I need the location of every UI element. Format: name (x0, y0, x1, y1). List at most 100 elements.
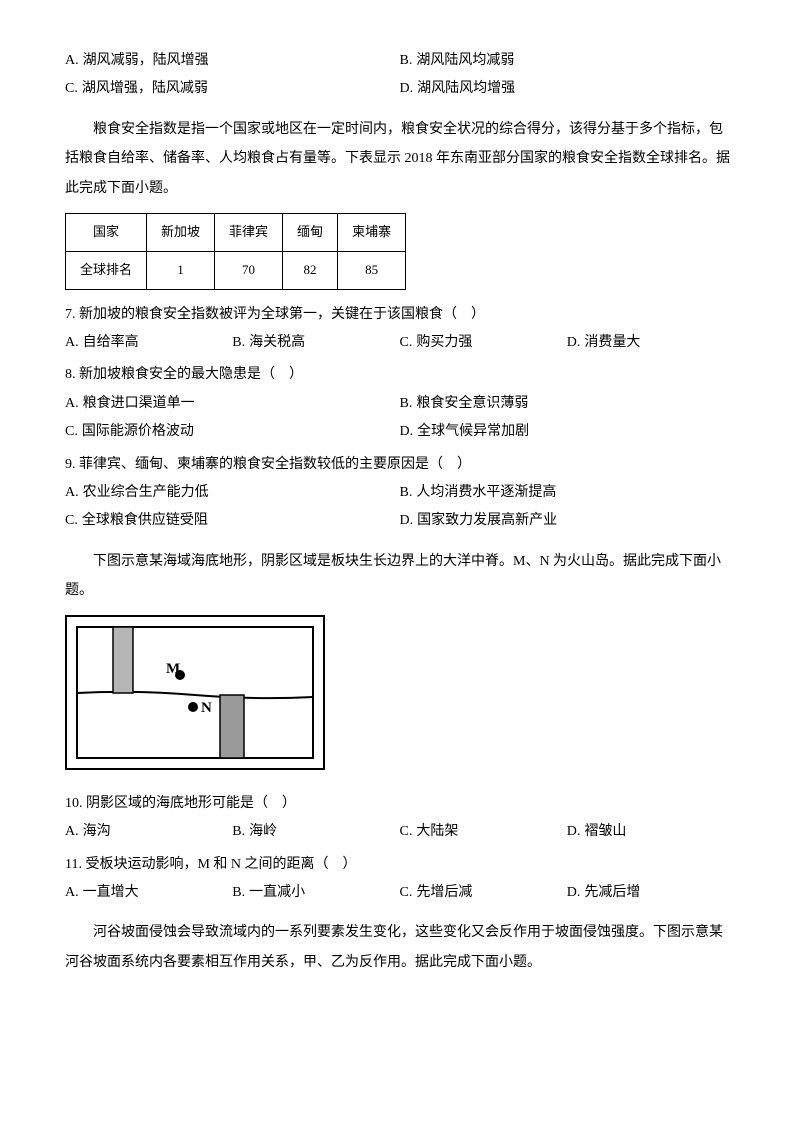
seafloor-diagram: M N (65, 615, 734, 778)
option-label: D. (567, 821, 581, 843)
option-label: A. (65, 332, 79, 354)
option-b: B.海关税高 (232, 332, 399, 354)
table-row: 国家 新加坡 菲律宾 缅甸 柬埔寨 (66, 213, 406, 251)
table-cell: 85 (338, 251, 406, 289)
table-header: 菲律宾 (215, 213, 283, 251)
option-row: A.粮食进口渠道单一 B.粮食安全意识薄弱 (65, 393, 734, 415)
option-label: A. (65, 882, 79, 904)
option-text: 农业综合生产能力低 (83, 482, 209, 504)
option-text: 消费量大 (584, 332, 640, 354)
option-text: 全球气候异常加剧 (417, 421, 529, 443)
option-b: B. 湖风陆风均减弱 (400, 50, 735, 72)
option-c: C.国际能源价格波动 (65, 421, 400, 443)
option-b: B.海岭 (232, 821, 399, 843)
table-cell: 82 (283, 251, 338, 289)
table-header: 柬埔寨 (338, 213, 406, 251)
diagram-svg: M N (65, 615, 325, 770)
option-label: B. (232, 332, 245, 354)
option-row: A. 湖风减弱，陆风增强 B. 湖风陆风均减弱 (65, 50, 734, 72)
question-9: 9. 菲律宾、缅甸、柬埔寨的粮食安全指数较低的主要原因是（ ） A.农业综合生产… (65, 454, 734, 533)
label-n: N (201, 700, 212, 716)
table-cell: 1 (147, 251, 215, 289)
table-header: 新加坡 (147, 213, 215, 251)
option-label: B. (232, 821, 245, 843)
option-row: C.全球粮食供应链受阻 D.国家致力发展高新产业 (65, 510, 734, 532)
option-a: A.农业综合生产能力低 (65, 482, 400, 504)
question-text: 8. 新加坡粮食安全的最大隐患是（ ） (65, 364, 734, 386)
option-text: 先减后增 (584, 882, 640, 904)
option-text: 全球粮食供应链受阻 (82, 510, 208, 532)
option-text: 一直增大 (83, 882, 139, 904)
option-label: C. (65, 78, 78, 100)
option-c: C.大陆架 (400, 821, 567, 843)
option-b: B.一直减小 (232, 882, 399, 904)
option-row: A.农业综合生产能力低 B.人均消费水平逐渐提高 (65, 482, 734, 504)
option-b: B.人均消费水平逐渐提高 (400, 482, 735, 504)
option-row: A.海沟 B.海岭 C.大陆架 D.褶皱山 (65, 821, 734, 843)
option-text: 粮食安全意识薄弱 (416, 393, 528, 415)
option-label: A. (65, 482, 79, 504)
option-label: B. (400, 482, 413, 504)
option-text: 国家致力发展高新产业 (417, 510, 557, 532)
passage-seafloor: 下图示意某海域海底地形，阴影区域是板块生长边界上的大洋中脊。M、N 为火山岛。据… (65, 547, 734, 606)
option-c: C.购买力强 (400, 332, 567, 354)
option-row: C. 湖风增强，陆风减弱 D. 湖风陆风均增强 (65, 78, 734, 100)
option-label: B. (400, 393, 413, 415)
option-d: D.褶皱山 (567, 821, 734, 843)
option-label: A. (65, 50, 79, 72)
table-cell: 全球排名 (66, 251, 147, 289)
question-text: 7. 新加坡的粮食安全指数被评为全球第一，关键在于该国粮食（ ） (65, 304, 734, 326)
option-text: 湖风陆风均增强 (417, 78, 515, 100)
option-row: C.国际能源价格波动 D.全球气候异常加剧 (65, 421, 734, 443)
option-d: D. 湖风陆风均增强 (400, 78, 735, 100)
option-row: A.自给率高 B.海关税高 C.购买力强 D.消费量大 (65, 332, 734, 354)
option-text: 大陆架 (416, 821, 458, 843)
question-text: 10. 阴影区域的海底地形可能是（ ） (65, 793, 734, 815)
option-d: D.全球气候异常加剧 (400, 421, 735, 443)
option-text: 褶皱山 (584, 821, 626, 843)
table-cell: 70 (215, 251, 283, 289)
option-text: 购买力强 (416, 332, 472, 354)
option-label: D. (400, 421, 414, 443)
option-c: C.全球粮食供应链受阻 (65, 510, 400, 532)
option-label: C. (65, 421, 78, 443)
table-row: 全球排名 1 70 82 85 (66, 251, 406, 289)
option-text: 人均消费水平逐渐提高 (416, 482, 556, 504)
option-d: D.先减后增 (567, 882, 734, 904)
option-a: A.海沟 (65, 821, 232, 843)
prev-question-options: A. 湖风减弱，陆风增强 B. 湖风陆风均减弱 C. 湖风增强，陆风减弱 D. … (65, 50, 734, 101)
option-row: A.一直增大 B.一直减小 C.先增后减 D.先减后增 (65, 882, 734, 904)
table-header: 缅甸 (283, 213, 338, 251)
label-m: M (166, 661, 180, 677)
option-c: C.先增后减 (400, 882, 567, 904)
passage-valley: 河谷坡面侵蚀会导致流域内的一系列要素发生变化，这些变化又会反作用于坡面侵蚀强度。… (65, 918, 734, 977)
option-text: 粮食进口渠道单一 (83, 393, 195, 415)
option-text: 自给率高 (83, 332, 139, 354)
question-text: 11. 受板块运动影响，M 和 N 之间的距离（ ） (65, 854, 734, 876)
option-a: A.一直增大 (65, 882, 232, 904)
option-text: 国际能源价格波动 (82, 421, 194, 443)
option-text: 湖风减弱，陆风增强 (83, 50, 209, 72)
option-d: D.国家致力发展高新产业 (400, 510, 735, 532)
option-text: 一直减小 (249, 882, 305, 904)
option-label: C. (400, 882, 413, 904)
option-label: D. (400, 510, 414, 532)
option-text: 海岭 (249, 821, 277, 843)
option-text: 湖风陆风均减弱 (416, 50, 514, 72)
option-label: C. (400, 332, 413, 354)
option-b: B.粮食安全意识薄弱 (400, 393, 735, 415)
option-text: 海沟 (83, 821, 111, 843)
option-a: A.粮食进口渠道单一 (65, 393, 400, 415)
option-text: 先增后减 (416, 882, 472, 904)
option-label: C. (65, 510, 78, 532)
option-text: 海关税高 (249, 332, 305, 354)
option-label: D. (567, 882, 581, 904)
option-label: B. (232, 882, 245, 904)
question-11: 11. 受板块运动影响，M 和 N 之间的距离（ ） A.一直增大 B.一直减小… (65, 854, 734, 905)
option-label: A. (65, 821, 79, 843)
option-a: A.自给率高 (65, 332, 232, 354)
ranking-table: 国家 新加坡 菲律宾 缅甸 柬埔寨 全球排名 1 70 82 85 (65, 213, 406, 290)
option-label: A. (65, 393, 79, 415)
option-a: A. 湖风减弱，陆风增强 (65, 50, 400, 72)
option-text: 湖风增强，陆风减弱 (82, 78, 208, 100)
